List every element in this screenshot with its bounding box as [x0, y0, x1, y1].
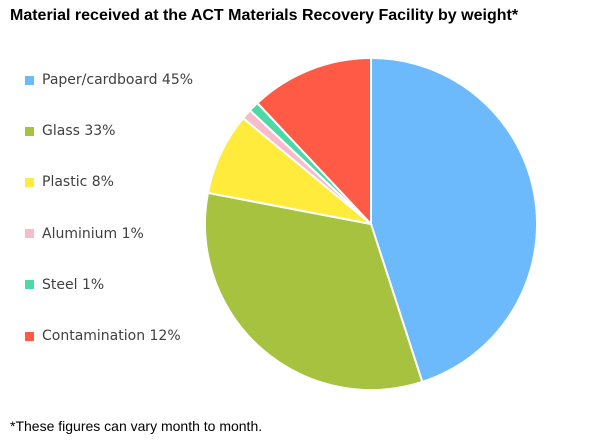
- legend-item-plastic: Plastic 8%: [25, 172, 114, 192]
- pie-slice-glass: [203, 191, 424, 392]
- legend-swatch: [25, 229, 34, 239]
- legend-swatch: [25, 177, 34, 187]
- chart-title: Material received at the ACT Materials R…: [10, 7, 519, 24]
- legend-label: Glass 33%: [42, 123, 116, 140]
- legend-swatch: [25, 331, 34, 341]
- legend-swatch: [25, 280, 34, 290]
- legend-swatch: [25, 75, 34, 85]
- legend-item-aluminium: Aluminium 1%: [25, 224, 144, 244]
- pie-slice-contamination: [255, 56, 372, 227]
- legend-label: Steel 1%: [42, 276, 105, 293]
- legend-label: Paper/cardboard 45%: [42, 72, 194, 88]
- legend-item-glass: Glass 33%: [25, 121, 115, 141]
- legend-swatch: [25, 126, 34, 136]
- legend-item-contamination: Contamination 12%: [25, 326, 181, 346]
- legend-label: Aluminium 1%: [42, 225, 144, 242]
- legend-label: Contamination 12%: [42, 328, 181, 344]
- legend-label: Plastic 8%: [42, 174, 114, 191]
- pie-slice-paper-cardboard: [370, 56, 538, 384]
- footnote: *These figures can vary month to month.: [10, 418, 263, 434]
- legend-item-paper-cardboard: Paper/cardboard 45%: [25, 70, 193, 90]
- legend-item-steel: Steel 1%: [25, 275, 104, 295]
